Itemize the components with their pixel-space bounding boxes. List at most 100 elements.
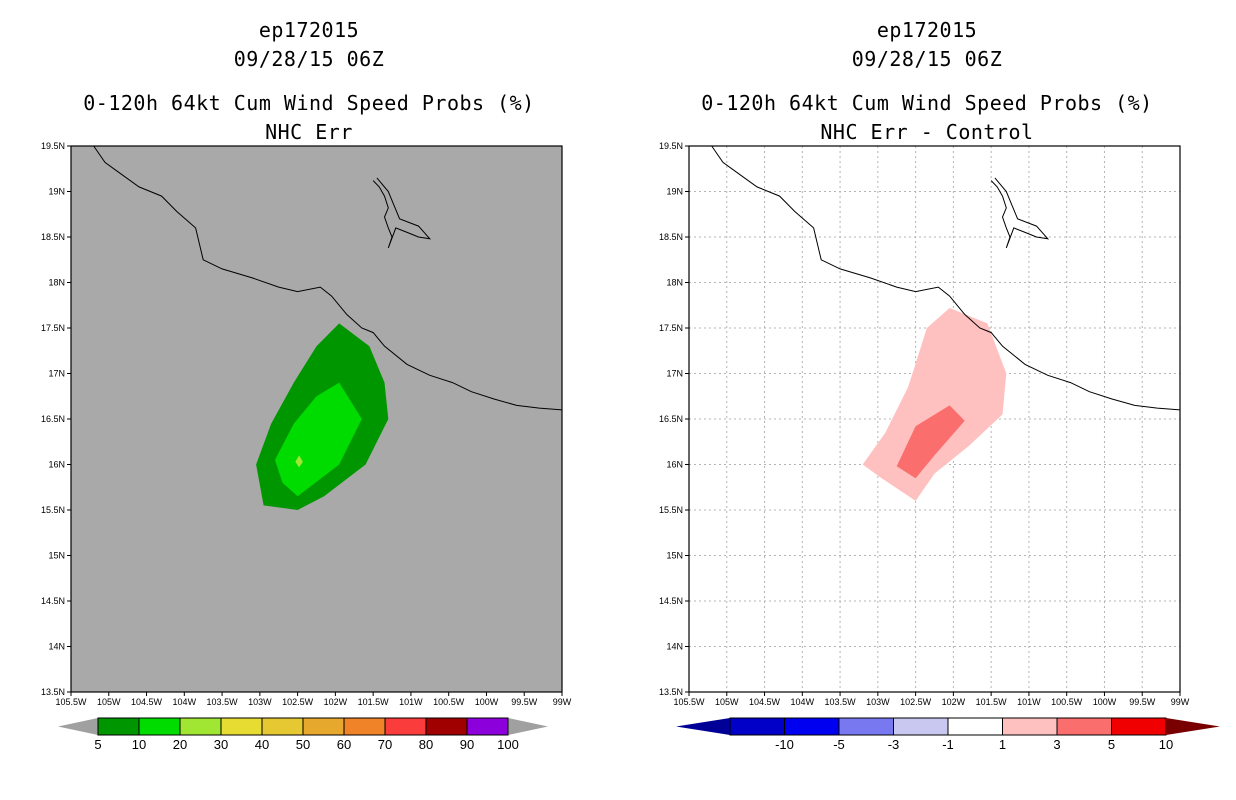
x-tick-label: 102.5W bbox=[900, 697, 932, 707]
x-tick-label: 103W bbox=[248, 697, 272, 707]
y-tick-label: 16N bbox=[666, 460, 683, 470]
colorbar-label: 40 bbox=[255, 737, 269, 752]
datetime: 09/28/15 06Z bbox=[851, 47, 1003, 71]
x-tick-label: 100W bbox=[1093, 697, 1117, 707]
colorbar-end-low bbox=[58, 718, 98, 735]
y-tick-label: 16.5N bbox=[41, 414, 65, 424]
y-tick-label: 17N bbox=[48, 369, 65, 379]
x-tick-label: 99.5W bbox=[1129, 697, 1156, 707]
y-tick-label: 19N bbox=[48, 187, 65, 197]
y-tick-label: 18N bbox=[48, 278, 65, 288]
x-tick-label: 105W bbox=[715, 697, 739, 707]
contour-3-5 bbox=[896, 405, 965, 479]
y-tick-label: 14N bbox=[666, 642, 683, 652]
contour-1-3 bbox=[862, 308, 1007, 501]
x-tick-label: 100.5W bbox=[1051, 697, 1083, 707]
chart-subtitle: NHC Err bbox=[265, 120, 353, 144]
y-tick-label: 17.5N bbox=[41, 323, 65, 333]
x-tick-label: 99W bbox=[553, 697, 572, 707]
x-tick-label: 104.5W bbox=[131, 697, 163, 707]
x-tick-label: 101W bbox=[1017, 697, 1041, 707]
coastline bbox=[711, 145, 1181, 411]
chart-title: 0-120h 64kt Cum Wind Speed Probs (%) bbox=[83, 91, 535, 115]
colorbar-swatch bbox=[466, 717, 509, 736]
colorbar-swatch bbox=[220, 717, 263, 736]
lake-outline bbox=[990, 177, 1050, 249]
colorbar-label: -5 bbox=[833, 737, 845, 752]
y-tick-label: 15N bbox=[666, 551, 683, 561]
colorbar-label: 90 bbox=[460, 737, 474, 752]
colorbar-label: 3 bbox=[1053, 737, 1060, 752]
colorbar-swatch bbox=[729, 717, 785, 736]
colorbar-label: -10 bbox=[775, 737, 794, 752]
y-tick-label: 17N bbox=[666, 369, 683, 379]
colorbar-swatch bbox=[384, 717, 427, 736]
y-tick-label: 14.5N bbox=[659, 596, 683, 606]
chart-svg: 105.5W 105W 104.5W 104W 103.5W 103W 102.5W 102W… bbox=[659, 141, 1220, 752]
y-tick-label: 17.5N bbox=[659, 323, 683, 333]
colorbar-swatch bbox=[343, 717, 386, 736]
x-tick-label: 102W bbox=[324, 697, 348, 707]
colorbar-swatch bbox=[784, 717, 840, 736]
datetime: 09/28/15 06Z bbox=[233, 47, 385, 71]
colorbar-label: 5 bbox=[1108, 737, 1115, 752]
x-tick-label: 101.5W bbox=[976, 697, 1008, 707]
colorbar-label: 5 bbox=[94, 737, 101, 752]
colorbar-label: 10 bbox=[1159, 737, 1173, 752]
y-tick-label: 13.5N bbox=[659, 687, 683, 697]
colorbar-label: 30 bbox=[214, 737, 228, 752]
colorbar-label: -3 bbox=[888, 737, 900, 752]
colorbar-swatch bbox=[302, 717, 345, 736]
colorbar-label: 1 bbox=[999, 737, 1006, 752]
x-tick-label: 100.5W bbox=[433, 697, 465, 707]
colorbar-label: 50 bbox=[296, 737, 310, 752]
colorbar-swatch bbox=[838, 717, 894, 736]
y-tick-label: 13.5N bbox=[41, 687, 65, 697]
y-tick-label: 19N bbox=[666, 187, 683, 197]
y-tick-label: 18.5N bbox=[41, 232, 65, 242]
x-tick-label: 103W bbox=[866, 697, 890, 707]
x-tick-label: 103.5W bbox=[207, 697, 239, 707]
x-tick-label: 102W bbox=[942, 697, 966, 707]
colorbar-swatch bbox=[1056, 717, 1112, 736]
colorbar-swatch bbox=[138, 717, 181, 736]
y-tick-label: 16N bbox=[48, 460, 65, 470]
contour-20-30 bbox=[295, 455, 303, 468]
colorbar-swatch bbox=[261, 717, 304, 736]
x-tick-label: 104.5W bbox=[749, 697, 781, 707]
colorbar-label: 10 bbox=[132, 737, 146, 752]
x-tick-label: 105.5W bbox=[673, 697, 705, 707]
x-tick-label: 101W bbox=[399, 697, 423, 707]
storm-id: ep172015 bbox=[876, 18, 978, 42]
chart-svg: 105.5W 105W 104.5W 104W 103.5W 103W 102.5W 102W… bbox=[41, 141, 572, 752]
x-tick-label: 101.5W bbox=[358, 697, 390, 707]
y-tick-label: 16.5N bbox=[659, 414, 683, 424]
y-tick-label: 19.5N bbox=[659, 141, 683, 151]
colorbar-label: -1 bbox=[942, 737, 954, 752]
y-tick-label: 14N bbox=[48, 642, 65, 652]
y-tick-label: 15N bbox=[48, 551, 65, 561]
x-tick-label: 99W bbox=[1171, 697, 1190, 707]
colorbar-label: 100 bbox=[497, 737, 519, 752]
colorbar-swatch bbox=[893, 717, 949, 736]
colorbar-swatch bbox=[1002, 717, 1058, 736]
panel-nhc-err: ep172015 09/28/15 06Z 0-120h 64kt Cum Wi… bbox=[41, 18, 572, 752]
lake-outline bbox=[372, 177, 432, 249]
y-tick-label: 18.5N bbox=[659, 232, 683, 242]
panel-nhc-err-control: ep172015 09/28/15 06Z 0-120h 64kt Cum Wi… bbox=[618, 0, 1236, 800]
contour-10-20 bbox=[275, 382, 362, 497]
x-tick-label: 105W bbox=[97, 697, 121, 707]
colorbar-swatch bbox=[179, 717, 222, 736]
chart-title: 0-120h 64kt Cum Wind Speed Probs (%) bbox=[701, 91, 1153, 115]
colorbar-swatch bbox=[1111, 717, 1167, 736]
colorbar-swatch bbox=[97, 717, 140, 736]
colorbar-end-high bbox=[508, 718, 548, 735]
colorbar-end-low bbox=[676, 718, 730, 735]
x-tick-label: 100W bbox=[475, 697, 499, 707]
colorbar-swatch bbox=[425, 717, 468, 736]
x-tick-label: 99.5W bbox=[511, 697, 538, 707]
chart-subtitle: NHC Err - Control bbox=[820, 120, 1034, 144]
colorbar-swatch bbox=[947, 717, 1003, 736]
colorbar-end-high bbox=[1166, 718, 1220, 735]
y-tick-label: 15.5N bbox=[41, 505, 65, 515]
